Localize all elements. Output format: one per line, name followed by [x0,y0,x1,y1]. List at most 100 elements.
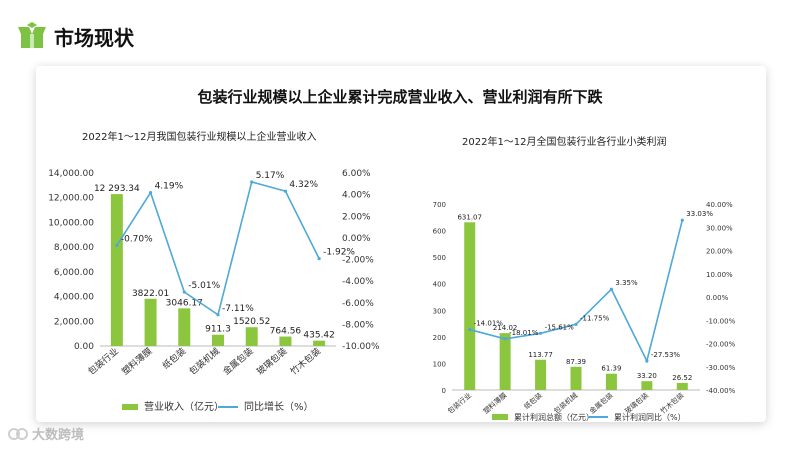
chart2-line-label: -14.01% [474,320,504,328]
chart1-line-label: -1.92% [323,248,355,258]
chart2-y-right-tick: -10.00% [706,317,736,325]
chart2-y-left-tick: 400 [433,281,446,289]
chart2-bar-label: 26.52 [672,374,692,382]
chart1-line-label: -5.01% [188,281,220,291]
chart2-y-left-tick: 500 [433,254,446,262]
chart1-line-point [182,290,186,294]
chart2-y-right-tick: 10.00% [706,271,733,279]
chart2-x-tick: 竹木包装 [658,391,685,416]
chart2-y-left-tick: 100 [433,360,446,368]
chart1-y-right-tick: -8.00% [342,320,374,330]
chart2-y-right-tick: -30.00% [706,364,736,372]
chart2-bar-label: 113.77 [528,351,553,359]
chart2-y-left-tick: 300 [433,307,446,315]
chart2-line-label: -15.61% [545,323,575,331]
chart1-y-left-tick: 6,000.00 [54,268,94,278]
chart2-bar [641,381,653,390]
chart2-line-label: -11.75% [580,314,610,322]
chart2-y-right-tick: 40.00% [706,201,733,209]
chart2-x-tick: 纸包装 [522,391,544,411]
chart2-bar [676,382,688,390]
chart1-bar [212,334,224,346]
chart1-bar-label: 435.42 [303,331,335,341]
chart1-y-right-tick: -2.00% [342,256,374,266]
watermark-text: 大数跨境 [32,428,85,443]
chart1-y-left-tick: 14,000.00 [48,169,94,179]
watermark: 大数跨境 [8,424,84,443]
chart1-bar [245,327,258,346]
chart2-x-tick: 金属包装 [587,391,614,416]
chart2-line-point [574,322,578,326]
chart1-line-label: 4.19% [155,182,184,192]
chart2-legend-bar-label: 累计利润总额（亿元） [514,412,594,422]
chart1-bar [178,308,191,346]
chart1-y-left-tick: 2,000.00 [54,317,94,327]
chart2-y-right-tick: -20.00% [706,341,736,349]
chart1-legend-bar-swatch [122,404,138,410]
chart1-line-label: -7.11% [222,304,254,314]
chart1-line-point [283,189,288,193]
chart2-bar [605,373,617,390]
chart1-legend-bar-label: 营业收入（亿元） [144,400,224,413]
chart1-line-point [115,243,119,248]
chart2-line-point [503,337,507,341]
chart1-line-point [216,313,220,317]
chart2-y-left-tick: 600 [433,228,446,236]
section-header: 市场现状 [18,18,134,54]
chart1-y-left-tick: 4,000.00 [54,293,94,303]
chart1-bar [279,336,292,346]
chart1-bar-label: 764.56 [270,327,302,337]
chart1-bar [144,298,157,346]
chart1-y-right-tick: 2.00% [342,212,371,222]
chart2-bar [535,359,547,390]
chart2-bar-label: 61.39 [601,365,621,373]
chart2-y-right-tick: 0.00% [706,294,729,302]
chart2-y-left-tick: 200 [433,334,446,342]
chart2-y-right-tick: 20.00% [706,248,733,256]
chart1-line-point [317,257,321,261]
box-icon [18,22,46,48]
chart1-line-point [148,190,153,195]
chart2-bar-label: 631.07 [457,213,482,221]
chart2-x-tick: 玻璃包装 [623,391,650,416]
chart2-line-label: -18.01% [509,329,539,337]
chart1-line-label: 4.32% [289,180,318,190]
chart2-y-right-tick: -40.00% [706,387,736,395]
chart2-bar-label: 214.02 [493,324,518,332]
chart1-line-label: 5.17% [256,171,285,181]
chart2-line-label: -27.53% [651,351,681,359]
chart1-bar-label: 911.3 [205,325,231,335]
main-title: 包装行业规模以上企业累计完成营业收入、营业利润有所下跌 [197,88,603,106]
chart1-legend-line-label: 同比增长（%） [244,400,314,413]
chart1-title: 2022年1～12月我国包装行业规模以上企业营业收入 [82,132,317,143]
chart2-bar [499,333,511,390]
chart2-x-tick: 塑料薄膜 [481,391,508,416]
chart2-line-point [645,359,649,363]
chart1-bar-label: 3046.17 [166,298,203,308]
chart2-x-tick: 包装行业 [446,391,473,416]
chart1-line-label: -0.70% [121,234,153,244]
chart1-line-point [250,180,254,184]
chart1-y-left-tick: 0.00 [74,342,94,352]
chart2-bar [464,222,476,390]
chart2-legend-line-label: 累计利润同比（%） [614,412,686,422]
chart1-y-right-tick: -10.00% [342,342,380,352]
chart2-bar [570,366,582,390]
page-title: 市场现状 [54,25,134,50]
chart2-bar-label: 87.39 [566,358,586,366]
chart1-y-right-tick: 4.00% [342,191,371,201]
chart2-title: 2022年1～12月全国包装行业各行业小类利润 [462,137,667,148]
chart1-y-right-tick: -4.00% [342,277,374,287]
chart2-legend-bar-swatch [492,414,508,420]
chart2-y-left-tick: 0 [442,387,446,395]
chart2-bar-label: 33.20 [637,372,657,380]
chart2-line-label: 3.35% [615,279,638,287]
chart2-line-point [468,327,472,332]
chart1-y-right-tick: -6.00% [342,299,374,309]
chart1-y-left-tick: 12,000.00 [48,194,94,204]
chart1-y-right-tick: 0.00% [342,234,371,244]
chart1-y-right-tick: 6.00% [342,169,371,179]
chart1-y-left-tick: 10,000.00 [48,218,94,228]
chart1-bar-label: 1520.52 [233,317,270,327]
